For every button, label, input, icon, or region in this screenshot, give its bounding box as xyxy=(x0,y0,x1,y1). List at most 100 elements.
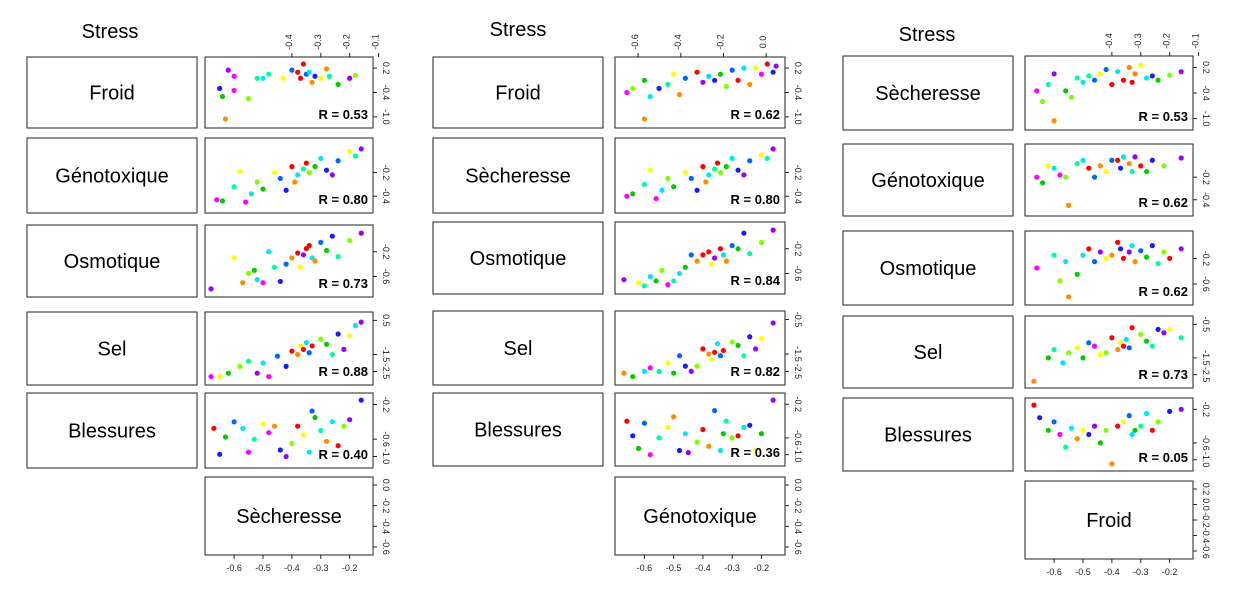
data-point xyxy=(271,264,278,270)
y-axis-tick-label: -0.5 xyxy=(1201,317,1211,333)
data-point xyxy=(306,449,312,455)
data-point xyxy=(671,71,677,77)
panel-row-osmotique: Osmotique -0.2 -0.6 R = 0.73 xyxy=(26,224,391,298)
variable-label-box xyxy=(842,230,1014,306)
data-point xyxy=(335,158,341,164)
data-point xyxy=(1167,326,1173,332)
y-axis-tick-label: -0.6 xyxy=(1201,435,1211,451)
data-point xyxy=(1057,431,1063,438)
data-point xyxy=(309,343,315,349)
data-point xyxy=(292,179,298,185)
data-point xyxy=(1143,168,1150,175)
panel-row-blessures: Blessures -0.2 -0.6-1.0 R = 0.05 xyxy=(842,397,1211,472)
data-point xyxy=(656,435,662,441)
variable-label: Osmotique xyxy=(64,251,161,273)
data-point xyxy=(1065,202,1072,208)
data-point xyxy=(1109,461,1115,467)
data-point xyxy=(741,424,747,430)
data-point xyxy=(260,280,266,286)
top-axis-tick-label: -0.3 xyxy=(1133,33,1143,49)
data-point xyxy=(635,445,642,451)
x-variable-box xyxy=(1024,480,1194,560)
data-point xyxy=(208,373,214,380)
data-point xyxy=(706,73,712,79)
data-point xyxy=(306,69,312,75)
data-point xyxy=(1143,75,1150,81)
y-axis-tick-label: -0.2 xyxy=(1201,402,1211,418)
variable-label-box xyxy=(842,397,1014,472)
data-point xyxy=(723,418,729,424)
x-axis-tick-label: -0.6 xyxy=(226,563,242,573)
data-point xyxy=(266,249,272,255)
data-point xyxy=(717,246,724,252)
data-point xyxy=(1045,163,1051,169)
data-point xyxy=(1063,444,1069,450)
variable-label-box xyxy=(432,56,604,129)
data-point xyxy=(214,197,220,203)
data-point xyxy=(1178,155,1184,161)
data-point xyxy=(1117,246,1124,252)
data-point xyxy=(1103,427,1109,433)
variable-label-box xyxy=(26,56,198,129)
x-axis-tick-label: -0.2 xyxy=(1162,567,1178,577)
data-point xyxy=(329,172,335,178)
panel-row-osmotique: Osmotique -0.2 -0.6 R = 0.62 xyxy=(842,230,1211,306)
data-point xyxy=(358,230,364,236)
data-point xyxy=(231,73,237,79)
data-point xyxy=(347,417,353,423)
variable-label: Blessures xyxy=(474,420,562,442)
data-point xyxy=(260,421,266,427)
data-point xyxy=(245,449,252,455)
variable-label-box xyxy=(842,315,1014,389)
variable-label-box xyxy=(842,143,1014,217)
data-point xyxy=(1045,355,1051,361)
x-axis-tick-label: -0.6 xyxy=(637,563,653,573)
data-point xyxy=(682,363,688,369)
data-point xyxy=(1045,81,1051,88)
data-point xyxy=(260,360,266,366)
data-point xyxy=(685,450,691,456)
data-point xyxy=(741,353,747,359)
data-point xyxy=(1097,163,1103,169)
x-axis-tick-label: -0.3 xyxy=(1133,567,1149,577)
data-point xyxy=(1051,346,1057,353)
data-point xyxy=(289,255,295,261)
top-axis-tick-label: -0.2 xyxy=(715,34,725,50)
data-point xyxy=(266,373,272,380)
scatter-panel xyxy=(204,137,374,214)
data-point xyxy=(329,419,335,425)
data-point xyxy=(277,175,283,182)
data-point xyxy=(641,368,648,374)
data-point xyxy=(231,87,237,94)
data-point xyxy=(1129,168,1135,175)
y-axis-tick-label: -0.6 xyxy=(1201,276,1211,292)
data-point xyxy=(283,453,289,460)
data-point xyxy=(735,167,741,173)
data-point xyxy=(1120,154,1127,160)
data-point xyxy=(1149,157,1155,163)
scatter-panel xyxy=(204,224,374,298)
top-axis-tick-label: -0.2 xyxy=(1162,33,1172,49)
data-point xyxy=(300,61,307,67)
correlation-label: R = 0.88 xyxy=(318,364,368,379)
data-point xyxy=(1126,249,1132,255)
data-point xyxy=(720,347,727,354)
x-variable-box xyxy=(204,476,374,556)
variable-label: Génotoxique xyxy=(55,166,168,188)
y-axis-tick-label: -0.4 xyxy=(381,188,391,204)
data-point xyxy=(723,83,729,89)
data-point xyxy=(217,451,223,457)
y-axis-tick-label: 0.0 xyxy=(793,479,803,492)
data-point xyxy=(1086,431,1092,438)
data-point xyxy=(254,370,260,376)
data-point xyxy=(1123,336,1129,343)
data-point xyxy=(682,75,688,81)
variable-label-box xyxy=(26,392,198,469)
y-axis-tick-label: -0.2 xyxy=(1201,512,1211,528)
data-point xyxy=(624,193,630,199)
data-point xyxy=(729,339,735,345)
x-axis-tick-label: -0.2 xyxy=(754,563,770,573)
data-point xyxy=(1086,340,1092,346)
data-point xyxy=(747,334,753,340)
data-point xyxy=(297,75,304,81)
